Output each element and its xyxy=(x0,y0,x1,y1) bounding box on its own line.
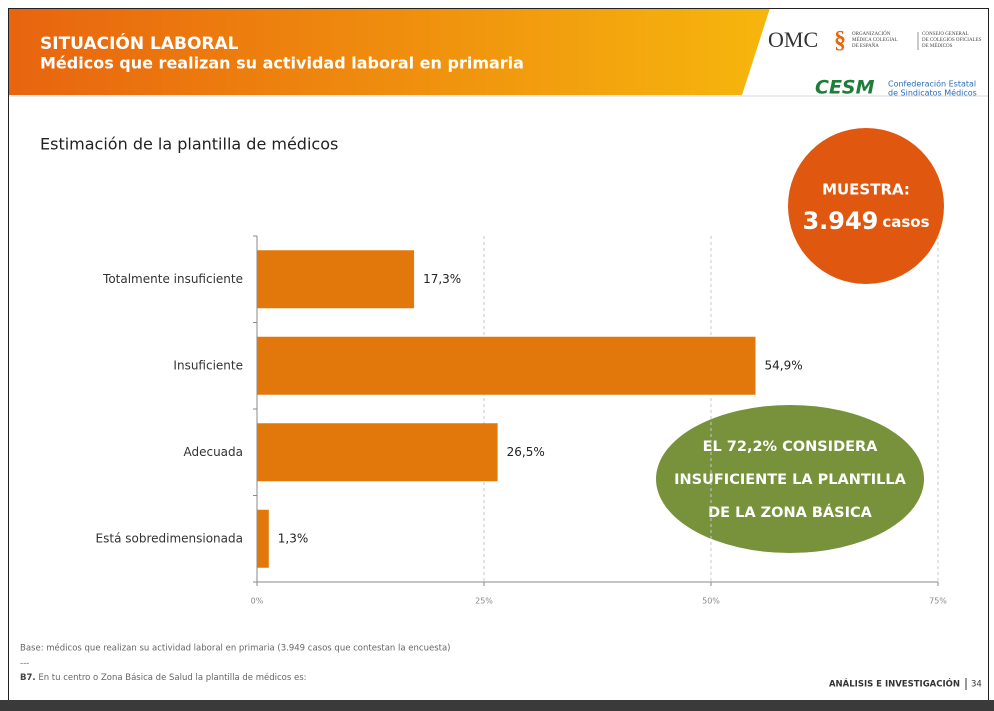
cesm-logo: CESM xyxy=(815,77,875,99)
value-label: 54,9% xyxy=(764,358,802,372)
cesm-text: Confederación Estatal xyxy=(888,79,976,89)
header-subtitle: Médicos que realizan su actividad labora… xyxy=(40,54,524,73)
footer-question: B7. En tu centro o Zona Básica de Salud … xyxy=(20,672,307,683)
footer-base: Base: médicos que realizan su actividad … xyxy=(20,643,450,654)
x-tick-label: 75% xyxy=(929,597,947,606)
x-tick-label: 25% xyxy=(475,597,493,606)
omc-text: DE COLEGIOS OFICIALES xyxy=(922,38,982,43)
x-tick-label: 0% xyxy=(251,597,264,606)
omc-logo: OMC xyxy=(768,27,818,52)
sample-number: 3.949 xyxy=(802,207,878,235)
y-tick-label: Totalmente insuficiente xyxy=(102,272,243,286)
bottom-bar xyxy=(0,700,994,711)
footer-separator: --- xyxy=(20,659,29,669)
header-band xyxy=(8,8,770,95)
y-tick-label: Está sobredimensionada xyxy=(96,531,243,545)
highlight-text: INSUFICIENTE LA PLANTILLA xyxy=(674,472,906,488)
omc-text: ORGANIZACIÓN xyxy=(852,31,891,37)
omc-text: DE MÉDICOS xyxy=(922,43,953,49)
cesm-text: de Sindicatos Médicos xyxy=(888,88,977,98)
omc-text: CONSEJO GENERAL xyxy=(922,32,969,37)
question-text: En tu centro o Zona Básica de Salud la p… xyxy=(36,672,307,683)
sample-badge xyxy=(788,128,944,284)
sample-label: MUESTRA: xyxy=(822,181,910,199)
value-label: 1,3% xyxy=(278,531,309,545)
bar xyxy=(257,250,415,309)
sample-unit: casos xyxy=(882,213,929,231)
bar xyxy=(257,509,269,568)
sample-value: 3.949 casos xyxy=(802,207,929,235)
value-label: 17,3% xyxy=(423,272,461,286)
bar xyxy=(257,423,498,482)
value-label: 26,5% xyxy=(507,445,545,459)
x-tick-label: 50% xyxy=(702,597,720,606)
omc-text: MÉDICA COLEGIAL xyxy=(852,37,898,43)
y-tick-label: Adecuada xyxy=(183,445,243,459)
footer-page: 34 xyxy=(971,680,982,690)
bar xyxy=(257,336,756,395)
highlight-ellipse xyxy=(656,405,924,553)
header-title: SITUACIÓN LABORAL xyxy=(40,32,239,54)
omc-text: DE ESPAÑA xyxy=(852,43,879,49)
chart-title: Estimación de la plantilla de médicos xyxy=(40,135,338,154)
y-tick-label: Insuficiente xyxy=(173,358,243,372)
highlight-text: EL 72,2% CONSIDERA xyxy=(703,439,879,455)
question-code: B7. xyxy=(20,673,36,683)
omc-symbol: § xyxy=(834,28,846,54)
highlight-text: DE LA ZONA BÁSICA xyxy=(708,504,872,521)
footer-section: ANÁLISIS E INVESTIGACIÓN xyxy=(829,678,960,690)
